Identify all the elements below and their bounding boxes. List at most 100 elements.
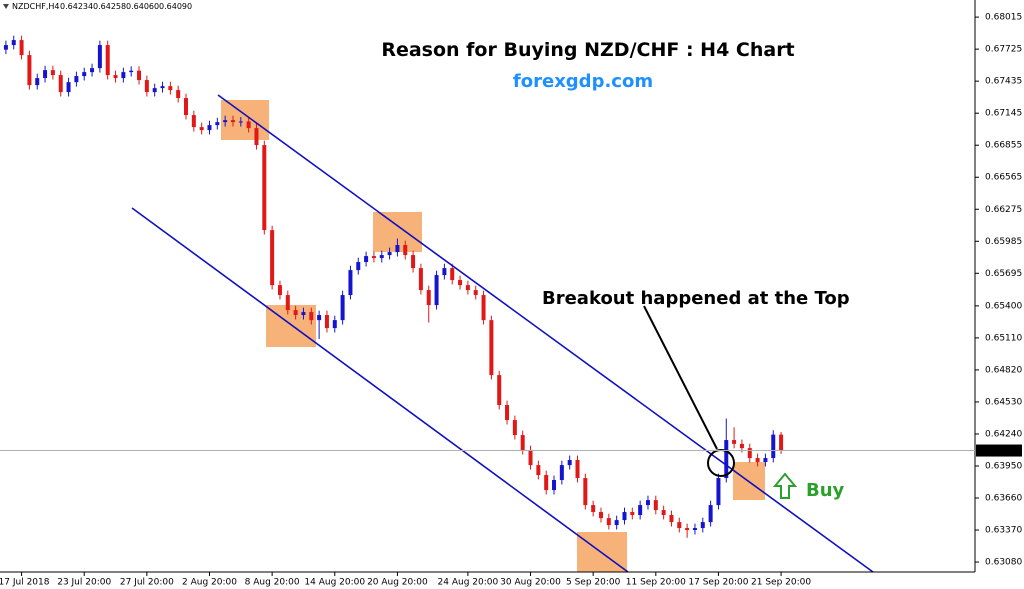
candle-body xyxy=(3,45,8,50)
x-tick-label: 30 Aug 20:00 xyxy=(500,578,561,588)
header-value: 0.64258 xyxy=(93,2,126,11)
candle-body xyxy=(512,420,517,436)
candle-body xyxy=(301,312,306,316)
header-value: 0.64060 xyxy=(126,2,159,11)
x-tick-label: 21 Sep 20:00 xyxy=(751,578,811,588)
candle-body xyxy=(685,528,690,531)
candle-body xyxy=(160,86,165,89)
candle-body xyxy=(450,268,455,281)
candle-body xyxy=(575,460,580,479)
candle-body xyxy=(324,315,329,329)
y-tick-label: 0.63950 xyxy=(985,461,1022,471)
candle-body xyxy=(724,440,729,479)
y-tick-label: 0.65985 xyxy=(985,237,1022,247)
candle-body xyxy=(379,255,384,259)
candle-body xyxy=(121,72,126,79)
candle-body xyxy=(43,70,48,79)
y-tick-label: 0.65695 xyxy=(985,269,1022,279)
candle-body xyxy=(277,285,282,296)
candle-body xyxy=(371,256,376,259)
channel-bottom xyxy=(131,207,629,573)
candle-body xyxy=(661,510,666,516)
x-tick-label: 11 Sep 20:00 xyxy=(626,578,686,588)
candle-body xyxy=(90,68,95,73)
y-tick-label: 0.67145 xyxy=(985,109,1022,119)
candle-body xyxy=(481,295,486,321)
candle-body xyxy=(528,450,533,466)
candle-body xyxy=(716,478,721,506)
candle-body xyxy=(223,120,228,123)
x-tick-label: 17 Sep 20:00 xyxy=(688,578,748,588)
candle-body xyxy=(215,122,220,126)
channel-top xyxy=(217,94,874,573)
candle-body xyxy=(638,505,643,516)
candle-body xyxy=(113,75,118,79)
candle-body xyxy=(348,270,353,296)
x-tick-label: 17 Jul 2018 xyxy=(0,578,50,588)
candle-body xyxy=(598,512,603,519)
candle-body xyxy=(536,465,541,476)
candle-body xyxy=(630,512,635,516)
candle-body xyxy=(465,285,470,291)
candle-body xyxy=(732,440,737,444)
candle-body xyxy=(144,80,149,93)
candle-body xyxy=(387,252,392,256)
candle-body xyxy=(622,512,627,521)
candle-body xyxy=(332,320,337,329)
candle-body xyxy=(238,121,243,123)
candle-body xyxy=(199,127,204,131)
candle-body xyxy=(254,128,259,146)
candle-body xyxy=(176,90,181,99)
x-tick-label: 20 Aug 20:00 xyxy=(367,578,428,588)
candle-body xyxy=(771,434,776,459)
candle-body xyxy=(35,78,40,86)
candle-body xyxy=(779,434,784,451)
candle-body xyxy=(184,98,189,116)
candle-body xyxy=(66,82,71,93)
y-tick-label: 0.64530 xyxy=(985,397,1022,407)
candle-body xyxy=(97,45,102,69)
current-price-box xyxy=(976,444,1022,457)
y-tick-label: 0.63080 xyxy=(985,558,1022,568)
y-tick-label: 0.66275 xyxy=(985,205,1022,215)
candle-body xyxy=(700,522,705,529)
candle-body xyxy=(207,125,212,131)
candle-body xyxy=(708,505,713,523)
candle-body xyxy=(426,290,431,306)
y-tick-label: 0.64240 xyxy=(985,429,1022,439)
y-tick-label: 0.67435 xyxy=(985,77,1022,87)
candle-body xyxy=(669,515,674,523)
candle-body xyxy=(583,478,588,506)
candle-body xyxy=(763,458,768,463)
candle-body xyxy=(520,435,525,451)
header-value: 0.64234 xyxy=(60,2,93,11)
x-tick-label: 5 Sep 20:00 xyxy=(566,578,621,588)
candle-body xyxy=(191,115,196,128)
candle-body xyxy=(152,88,157,93)
x-tick-label: 23 Jul 20:00 xyxy=(57,578,111,588)
y-tick-label: 0.66565 xyxy=(985,173,1022,183)
candle-body xyxy=(677,522,682,529)
chart-subtitle: forexgdp.com xyxy=(513,71,653,92)
candle-body xyxy=(497,375,502,406)
candle-body xyxy=(129,70,134,73)
breakout-circle xyxy=(707,449,735,477)
y-tick-label: 0.65110 xyxy=(985,333,1022,343)
candle-body xyxy=(285,295,290,311)
x-tick-label: 8 Aug 20:00 xyxy=(245,578,300,588)
current-price-label: 0.64090 xyxy=(985,446,1022,456)
candle-body xyxy=(403,245,408,256)
candle-body xyxy=(692,528,697,531)
y-tick-label: 0.63660 xyxy=(985,494,1022,504)
candle-body xyxy=(270,230,275,286)
candle-body xyxy=(356,262,361,271)
candle-body xyxy=(74,76,79,83)
candle-body xyxy=(645,500,650,506)
candle-body xyxy=(544,475,549,491)
candle-body xyxy=(58,75,63,93)
candle-body xyxy=(606,518,611,526)
x-tick-label: 2 Aug 20:00 xyxy=(182,578,237,588)
header: NZDCHF,H4 0.64234 0.64258 0.64060 0.6409… xyxy=(3,2,192,11)
candles xyxy=(3,35,784,538)
